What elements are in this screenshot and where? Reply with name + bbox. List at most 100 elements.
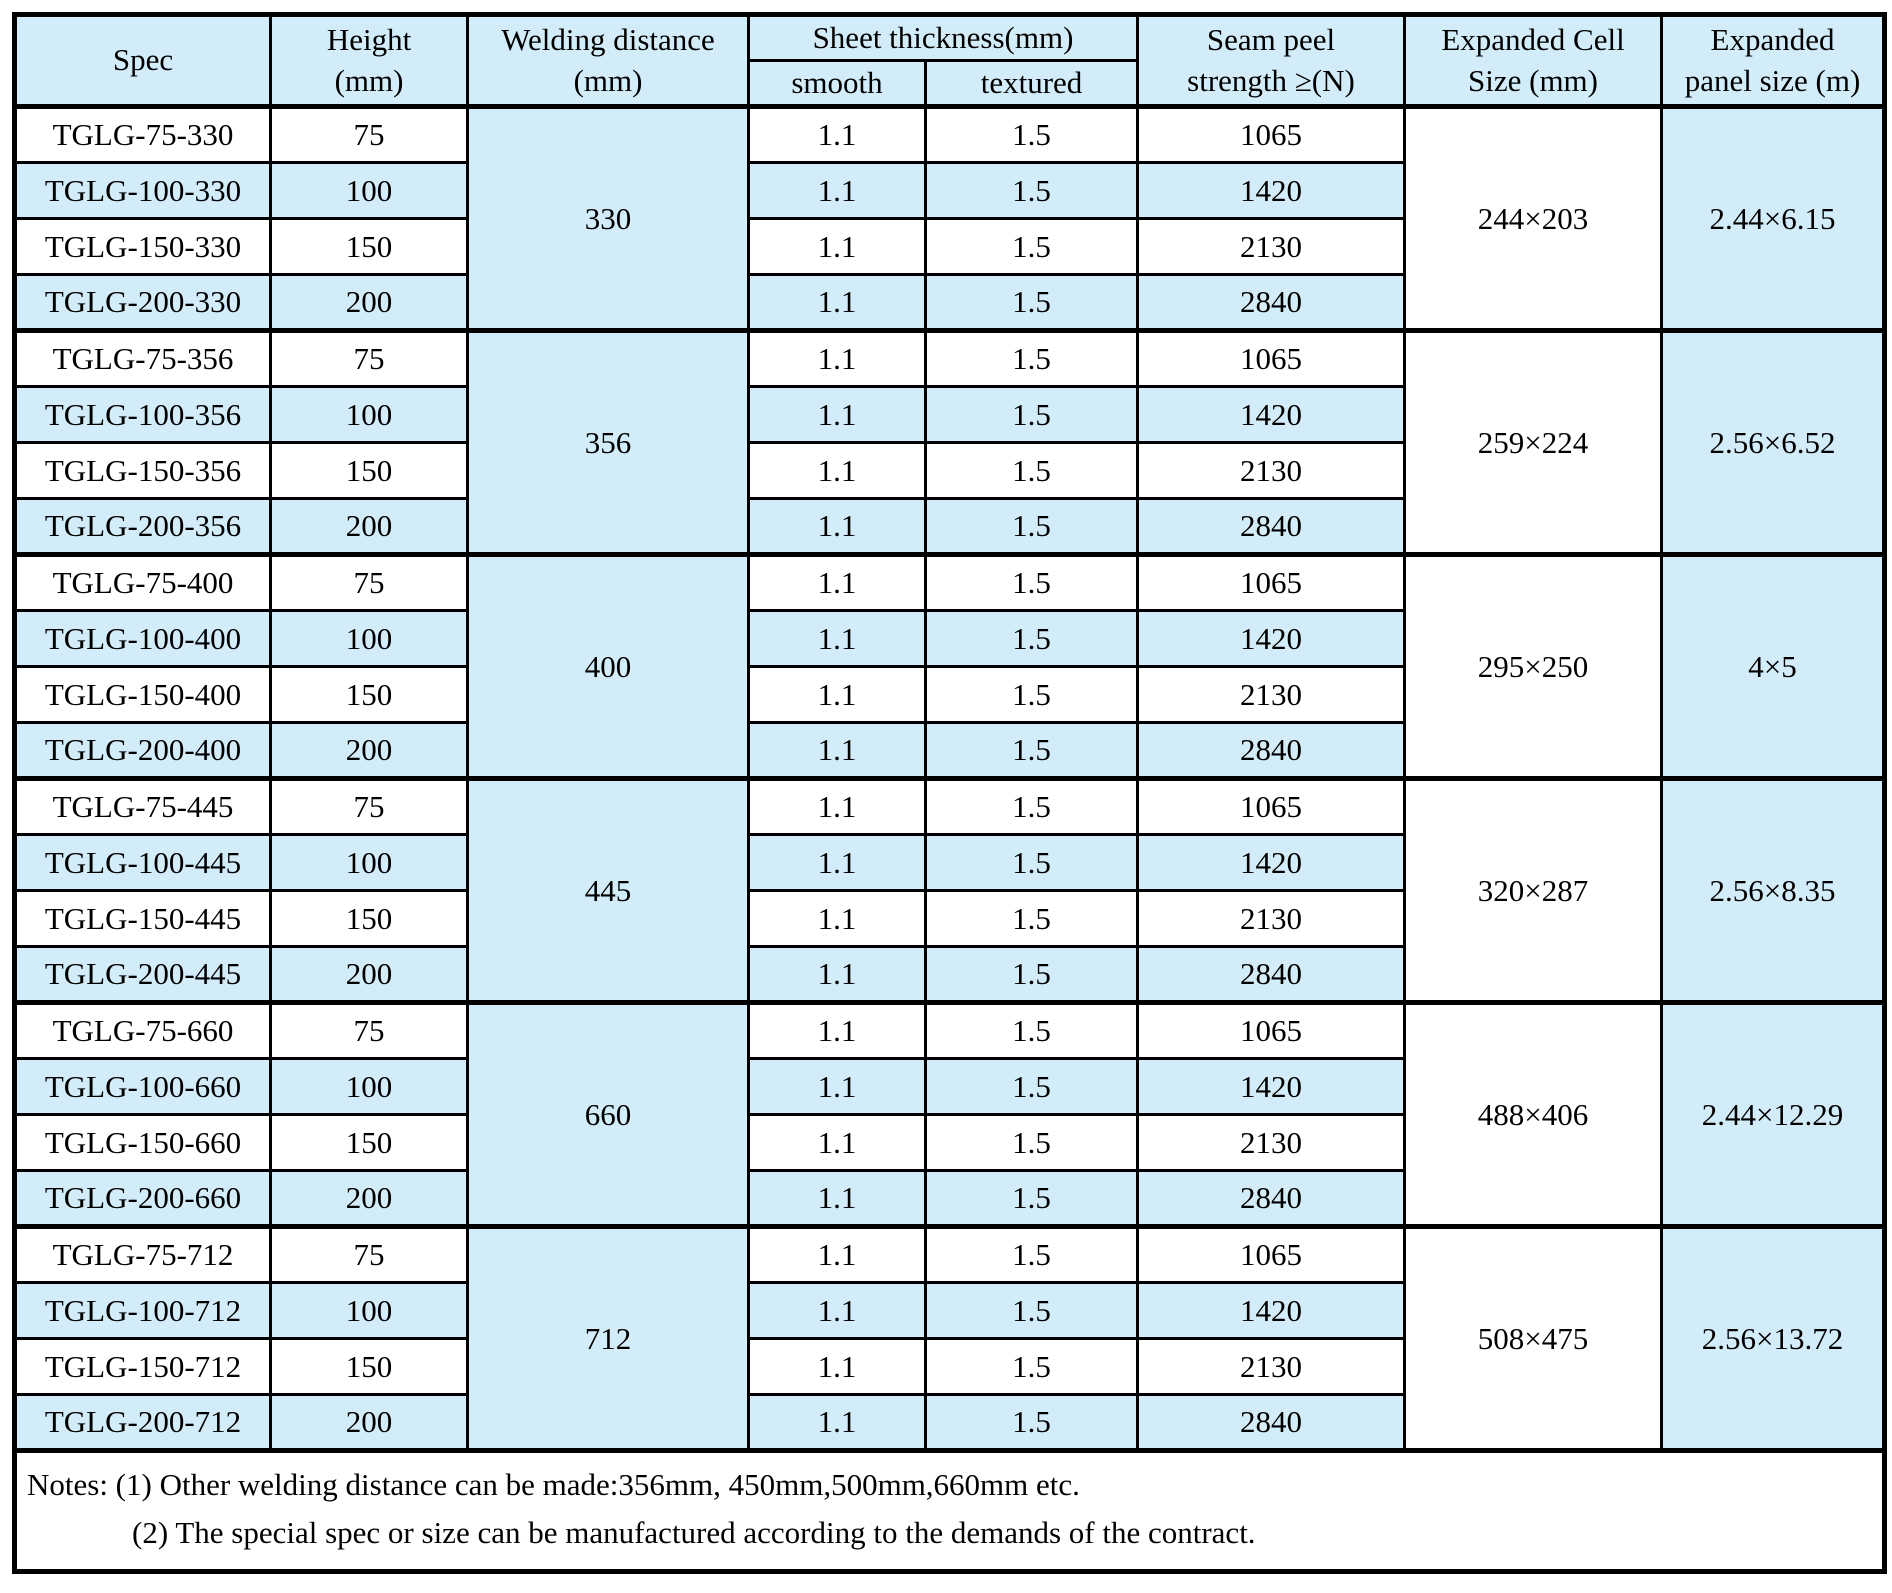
seam-strength-cell: 2130 <box>1136 217 1406 276</box>
col-header-smooth: smooth <box>747 59 927 108</box>
notes-cell: Notes: (1) Other welding distance can be… <box>13 1448 1886 1573</box>
height-cell: 100 <box>269 161 469 220</box>
textured-thickness-cell: 1.5 <box>924 161 1139 220</box>
seam-strength-cell: 1065 <box>1136 552 1406 612</box>
table-row: TGLG-150-330 150 1.1 1.5 2130 <box>13 217 1885 276</box>
table-row: TGLG-100-445 100 1.1 1.5 1420 <box>13 833 1885 892</box>
smooth-thickness-cell: 1.1 <box>747 441 927 500</box>
seam-strength-cell: 1420 <box>1136 385 1406 444</box>
header-label: strength ≥(N) <box>1187 62 1355 98</box>
table-row: TGLG-100-400 100 1.1 1.5 1420 <box>13 609 1885 668</box>
table-row: TGLG-150-712 150 1.1 1.5 2130 <box>13 1337 1885 1396</box>
height-cell: 200 <box>269 273 469 332</box>
smooth-thickness-cell: 1.1 <box>747 273 927 332</box>
smooth-thickness-cell: 1.1 <box>747 889 927 948</box>
textured-thickness-cell: 1.5 <box>924 945 1139 1004</box>
header-label: smooth <box>791 64 883 100</box>
table-row: TGLG-200-356 200 1.1 1.5 2840 <box>13 497 1885 556</box>
header-label: Welding distance <box>501 21 715 57</box>
note-line-2: (2) The special spec or size can be manu… <box>132 1515 1256 1550</box>
seam-strength-cell: 2130 <box>1136 665 1406 724</box>
height-cell: 100 <box>269 1057 469 1116</box>
spec-cell: TGLG-200-712 <box>13 1393 272 1452</box>
seam-strength-cell: 2130 <box>1136 1337 1406 1396</box>
smooth-thickness-cell: 1.1 <box>747 1393 927 1452</box>
height-cell: 75 <box>269 328 469 388</box>
height-cell: 100 <box>269 385 469 444</box>
seam-strength-cell: 1065 <box>1136 1224 1406 1284</box>
spec-cell: TGLG-150-712 <box>13 1337 272 1396</box>
col-header-expanded-cell-size: Expanded Cell Size (mm) <box>1403 13 1663 108</box>
height-cell: 100 <box>269 1281 469 1340</box>
header-label: Expanded <box>1710 21 1835 57</box>
notes-row: Notes: (1) Other welding distance can be… <box>13 1448 1886 1573</box>
textured-thickness-cell: 1.5 <box>924 217 1139 276</box>
expanded-panel-size-cell: 2.44×12.29 <box>1660 1000 1886 1228</box>
smooth-thickness-cell: 1.1 <box>747 1281 927 1340</box>
seam-strength-cell: 1065 <box>1136 776 1406 836</box>
seam-strength-cell: 1420 <box>1136 609 1406 668</box>
table-row: TGLG-100-330 100 1.1 1.5 1420 <box>13 161 1885 220</box>
table-row: TGLG-200-712 200 1.1 1.5 2840 <box>13 1393 1885 1452</box>
spec-cell: TGLG-150-660 <box>13 1113 272 1172</box>
table-row: TGLG-200-400 200 1.1 1.5 2840 <box>13 721 1885 780</box>
expanded-panel-size-cell: 4×5 <box>1660 552 1886 780</box>
seam-strength-cell: 2840 <box>1136 273 1406 332</box>
col-header-welding-distance: Welding distance (mm) <box>466 13 750 108</box>
welding-distance-cell: 356 <box>466 328 750 556</box>
table-row: TGLG-150-445 150 1.1 1.5 2130 <box>13 889 1885 948</box>
smooth-thickness-cell: 1.1 <box>747 776 927 836</box>
textured-thickness-cell: 1.5 <box>924 665 1139 724</box>
smooth-thickness-cell: 1.1 <box>747 104 927 164</box>
table-row: TGLG-75-356 75 356 1.1 1.5 1065 259×224 2.56×6.… <box>13 328 1886 556</box>
textured-thickness-cell: 1.5 <box>924 1281 1139 1340</box>
welding-distance-cell: 445 <box>466 776 750 1004</box>
seam-strength-cell: 1420 <box>1136 1281 1406 1340</box>
seam-strength-cell: 1065 <box>1136 1000 1406 1060</box>
smooth-thickness-cell: 1.1 <box>747 1224 927 1284</box>
spec-cell: TGLG-75-445 <box>13 776 272 836</box>
spec-cell: TGLG-150-356 <box>13 441 272 500</box>
table-row: TGLG-75-712 75 712 1.1 1.5 1065 508×475 2.56×13… <box>13 1224 1886 1452</box>
smooth-thickness-cell: 1.1 <box>747 161 927 220</box>
spec-cell: TGLG-75-330 <box>13 104 272 164</box>
height-cell: 100 <box>269 609 469 668</box>
textured-thickness-cell: 1.5 <box>924 104 1139 164</box>
height-cell: 75 <box>269 1224 469 1284</box>
seam-strength-cell: 2130 <box>1136 1113 1406 1172</box>
smooth-thickness-cell: 1.1 <box>747 609 927 668</box>
table-row: TGLG-150-660 150 1.1 1.5 2130 <box>13 1113 1885 1172</box>
smooth-thickness-cell: 1.1 <box>747 721 927 780</box>
spec-cell: TGLG-100-400 <box>13 609 272 668</box>
height-cell: 200 <box>269 1169 469 1228</box>
col-header-sheet-thickness: Sheet thickness(mm) <box>747 13 1139 62</box>
textured-thickness-cell: 1.5 <box>924 1113 1139 1172</box>
smooth-thickness-cell: 1.1 <box>747 1169 927 1228</box>
expanded-panel-size-cell: 2.44×6.15 <box>1660 104 1886 332</box>
header-label: Expanded Cell <box>1441 21 1625 57</box>
smooth-thickness-cell: 1.1 <box>747 497 927 556</box>
spec-cell: TGLG-100-660 <box>13 1057 272 1116</box>
col-header-expanded-panel-size: Expanded panel size (m) <box>1660 13 1886 108</box>
expanded-panel-size-cell: 2.56×8.35 <box>1660 776 1886 1004</box>
expanded-cell-size-cell: 259×224 <box>1403 328 1663 556</box>
spec-cell: TGLG-100-356 <box>13 385 272 444</box>
table-row: TGLG-75-330 75 330 1.1 1.5 1065 244×203 2.44×6.… <box>13 104 1886 332</box>
spec-cell: TGLG-200-356 <box>13 497 272 556</box>
seam-strength-cell: 2840 <box>1136 945 1406 1004</box>
table-footer: Notes: (1) Other welding distance can be… <box>13 1448 1886 1573</box>
spec-cell: TGLG-200-660 <box>13 1169 272 1228</box>
seam-strength-cell: 2840 <box>1136 721 1406 780</box>
header-label: Height <box>326 21 412 57</box>
table-row: TGLG-150-356 150 1.1 1.5 2130 <box>13 441 1885 500</box>
smooth-thickness-cell: 1.1 <box>747 552 927 612</box>
spec-cell: TGLG-75-356 <box>13 328 272 388</box>
textured-thickness-cell: 1.5 <box>924 1057 1139 1116</box>
spec-cell: TGLG-200-400 <box>13 721 272 780</box>
smooth-thickness-cell: 1.1 <box>747 1337 927 1396</box>
height-cell: 200 <box>269 1393 469 1452</box>
expanded-cell-size-cell: 295×250 <box>1403 552 1663 780</box>
spec-cell: TGLG-150-400 <box>13 665 272 724</box>
welding-distance-cell: 712 <box>466 1224 750 1452</box>
table-body: TGLG-75-330 75 330 1.1 1.5 1065 244×203 2.44×6.… <box>13 104 1886 1452</box>
